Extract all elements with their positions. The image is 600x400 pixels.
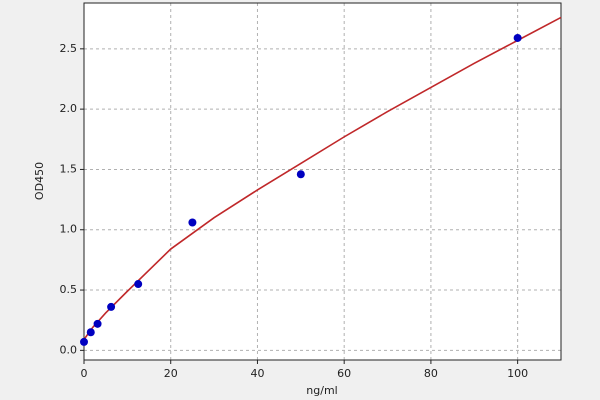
x-axis-label: ng/ml: [306, 384, 337, 397]
data-point: [93, 319, 102, 328]
data-point: [296, 170, 305, 179]
data-point: [513, 33, 522, 42]
x-tick-label: 20: [164, 367, 178, 380]
y-tick-label: 2.0: [60, 102, 78, 115]
x-tick-label: 80: [424, 367, 438, 380]
y-tick-label: 1.5: [60, 162, 78, 175]
x-tick-label: 40: [250, 367, 264, 380]
y-tick-label: 0.5: [60, 283, 78, 296]
data-point: [188, 218, 197, 227]
x-tick-label: 0: [81, 367, 88, 380]
plot-area: [84, 3, 561, 360]
data-point: [86, 328, 95, 337]
data-point: [134, 280, 143, 289]
x-tick-label: 60: [337, 367, 351, 380]
y-tick-label: 0.0: [60, 343, 78, 356]
y-tick-label: 2.5: [60, 42, 78, 55]
x-tick-label: 100: [507, 367, 528, 380]
y-axis-label: OD450: [33, 162, 46, 200]
plot-frame: [83, 2, 562, 361]
data-point: [107, 302, 116, 311]
data-point: [80, 337, 88, 346]
y-tick-label: 1.0: [60, 223, 78, 236]
